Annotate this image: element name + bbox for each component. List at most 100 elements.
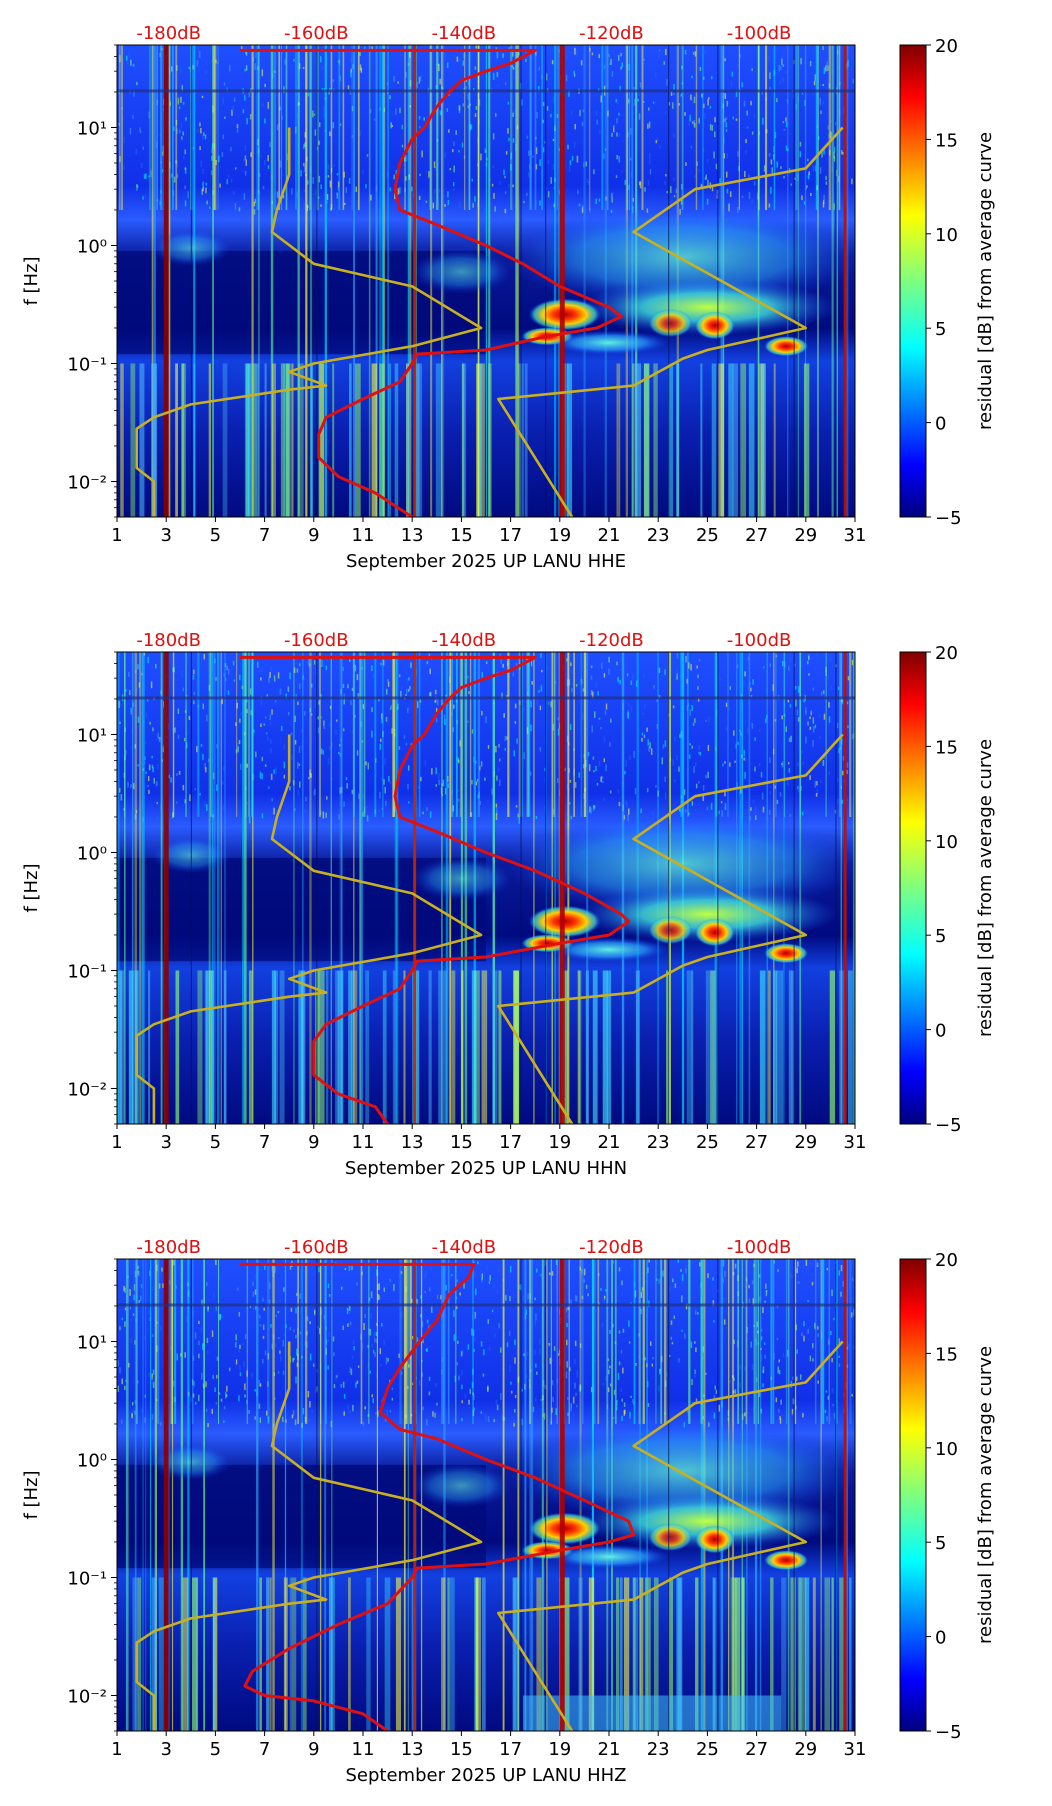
y-axis: 10⁻² 10⁻¹ 10⁰ 10¹ <box>67 651 117 1125</box>
x-tick-label: 29 <box>794 1739 817 1760</box>
x-axis-label: September 2025 UP LANU HHE <box>346 551 626 572</box>
x-tick-label: 9 <box>308 525 319 546</box>
db-label: -160dB <box>284 630 349 651</box>
colorbar-gradient <box>899 44 927 518</box>
x-tick-label: 13 <box>401 1739 424 1760</box>
x-tick-label: 27 <box>745 1132 768 1153</box>
x-tick-label: 3 <box>160 1132 171 1153</box>
x-tick-label: 1 <box>111 1739 122 1760</box>
top-db-axis: -180dB -160dB -140dB -120dB -100dB <box>136 23 791 44</box>
y-tick-label: 10⁰ <box>77 843 107 864</box>
series-model-curve <box>135 1341 483 1731</box>
heatmap-area <box>117 45 855 517</box>
series-noise-curve <box>240 1262 636 1731</box>
x-axis-label: September 2025 UP LANU HHZ <box>345 1765 626 1786</box>
x-tick-label: 19 <box>548 1132 571 1153</box>
colorbar-tick-label: 5 <box>935 1533 946 1554</box>
x-tick-label: 19 <box>548 525 571 546</box>
x-tick-label: 19 <box>548 1739 571 1760</box>
x-tick-label: 1 <box>111 1132 122 1153</box>
colorbar-tick-label: 15 <box>935 130 958 151</box>
heatmap-area <box>117 1259 855 1731</box>
colorbar-tick-label: 5 <box>935 926 946 947</box>
colorbar-tick-label: −5 <box>935 1722 962 1743</box>
x-tick-label: 5 <box>210 1132 221 1153</box>
x-tick-label: 21 <box>598 1739 621 1760</box>
db-label: -100dB <box>727 1237 792 1258</box>
y-tick-label: 10⁰ <box>77 236 107 257</box>
y-tick-label: 10⁻¹ <box>67 1568 107 1589</box>
colorbar-tick-label: 20 <box>935 643 958 664</box>
db-label: -180dB <box>136 23 201 44</box>
colorbar-gradient <box>899 1258 927 1732</box>
db-label: -100dB <box>727 630 792 651</box>
top-db-axis: -180dB -160dB -140dB -120dB -100dB <box>136 1237 791 1258</box>
db-label: -160dB <box>284 23 349 44</box>
db-label: -140dB <box>432 23 497 44</box>
colorbar-tick-label: 0 <box>935 1021 946 1042</box>
colorbar-gradient <box>899 651 927 1125</box>
heatmap-hline <box>117 1303 855 1307</box>
db-label: -120dB <box>579 630 644 651</box>
x-tick-label: 13 <box>401 1132 424 1153</box>
y-tick-label: 10¹ <box>77 725 107 746</box>
colorbar-tick-label: 10 <box>935 1439 958 1460</box>
x-tick-label: 9 <box>308 1739 319 1760</box>
x-tick-label: 21 <box>598 1132 621 1153</box>
colorbar-tick-label: −5 <box>935 1115 962 1136</box>
x-tick-label: 7 <box>259 525 270 546</box>
colorbar-tick-label: 5 <box>935 319 946 340</box>
y-axis: 10⁻² 10⁻¹ 10⁰ 10¹ <box>67 44 117 518</box>
x-tick-label: 13 <box>401 525 424 546</box>
colorbar: −5 0 5 10 15 20 residual [dB] from average cur… <box>899 1250 996 1743</box>
colorbar-tick-label: 15 <box>935 1344 958 1365</box>
heatmap-microseism <box>150 813 855 964</box>
x-axis: 1 3 5 7 9 11 13 15 17 19 21 23 25 27 29 31 <box>111 1124 866 1153</box>
series-model-curve-right <box>497 1340 844 1731</box>
series-model-curve <box>135 734 483 1124</box>
x-tick-label: 17 <box>499 1132 522 1153</box>
colorbar-tick-label: 0 <box>935 1628 946 1649</box>
heatmap-hline <box>117 696 855 700</box>
heatmap-speckle <box>118 45 854 217</box>
x-tick-label: 9 <box>308 1132 319 1153</box>
x-tick-label: 29 <box>794 525 817 546</box>
colorbar-label: residual [dB] from average curve <box>975 1346 996 1644</box>
x-tick-label: 11 <box>352 1132 375 1153</box>
heatmap-area <box>117 652 855 1124</box>
heatmap-strong-lines <box>163 45 847 517</box>
y-tick-label: 10⁻¹ <box>67 354 107 375</box>
colorbar-tick-label: −5 <box>935 508 962 529</box>
db-label: -160dB <box>284 1237 349 1258</box>
colorbar: −5 0 5 10 15 20 residual [dB] from average cur… <box>899 36 996 529</box>
colorbar-label: residual [dB] from average curve <box>975 132 996 430</box>
colorbar-tick-label: 15 <box>935 737 958 758</box>
x-tick-label: 11 <box>352 525 375 546</box>
x-axis: 1 3 5 7 9 11 13 15 17 19 21 23 25 27 29 31 <box>111 517 866 546</box>
colorbar-tick-label: 10 <box>935 832 958 853</box>
series-model-curve-right <box>497 733 844 1124</box>
series-model-curve <box>135 127 483 517</box>
x-tick-label: 11 <box>352 1739 375 1760</box>
heatmap-strong-lines <box>163 652 847 1124</box>
x-tick-label: 21 <box>598 525 621 546</box>
x-tick-label: 27 <box>745 1739 768 1760</box>
x-tick-label: 17 <box>499 525 522 546</box>
x-tick-label: 27 <box>745 525 768 546</box>
heatmap-lowfreq-band <box>522 1695 782 1731</box>
x-tick-label: 15 <box>450 1132 473 1153</box>
y-tick-label: 10⁻¹ <box>67 961 107 982</box>
x-tick-label: 3 <box>160 525 171 546</box>
x-tick-label: 7 <box>259 1739 270 1760</box>
colorbar-tick-label: 10 <box>935 225 958 246</box>
series-noise-curve <box>240 655 631 1124</box>
y-tick-label: 10⁻² <box>67 1079 107 1100</box>
colorbar-tick-label: 20 <box>935 1250 958 1271</box>
y-tick-label: 10⁰ <box>77 1450 107 1471</box>
x-axis-label: September 2025 UP LANU HHN <box>345 1158 627 1179</box>
series-model-curve-right <box>497 126 844 517</box>
colorbar-label: residual [dB] from average curve <box>975 739 996 1037</box>
